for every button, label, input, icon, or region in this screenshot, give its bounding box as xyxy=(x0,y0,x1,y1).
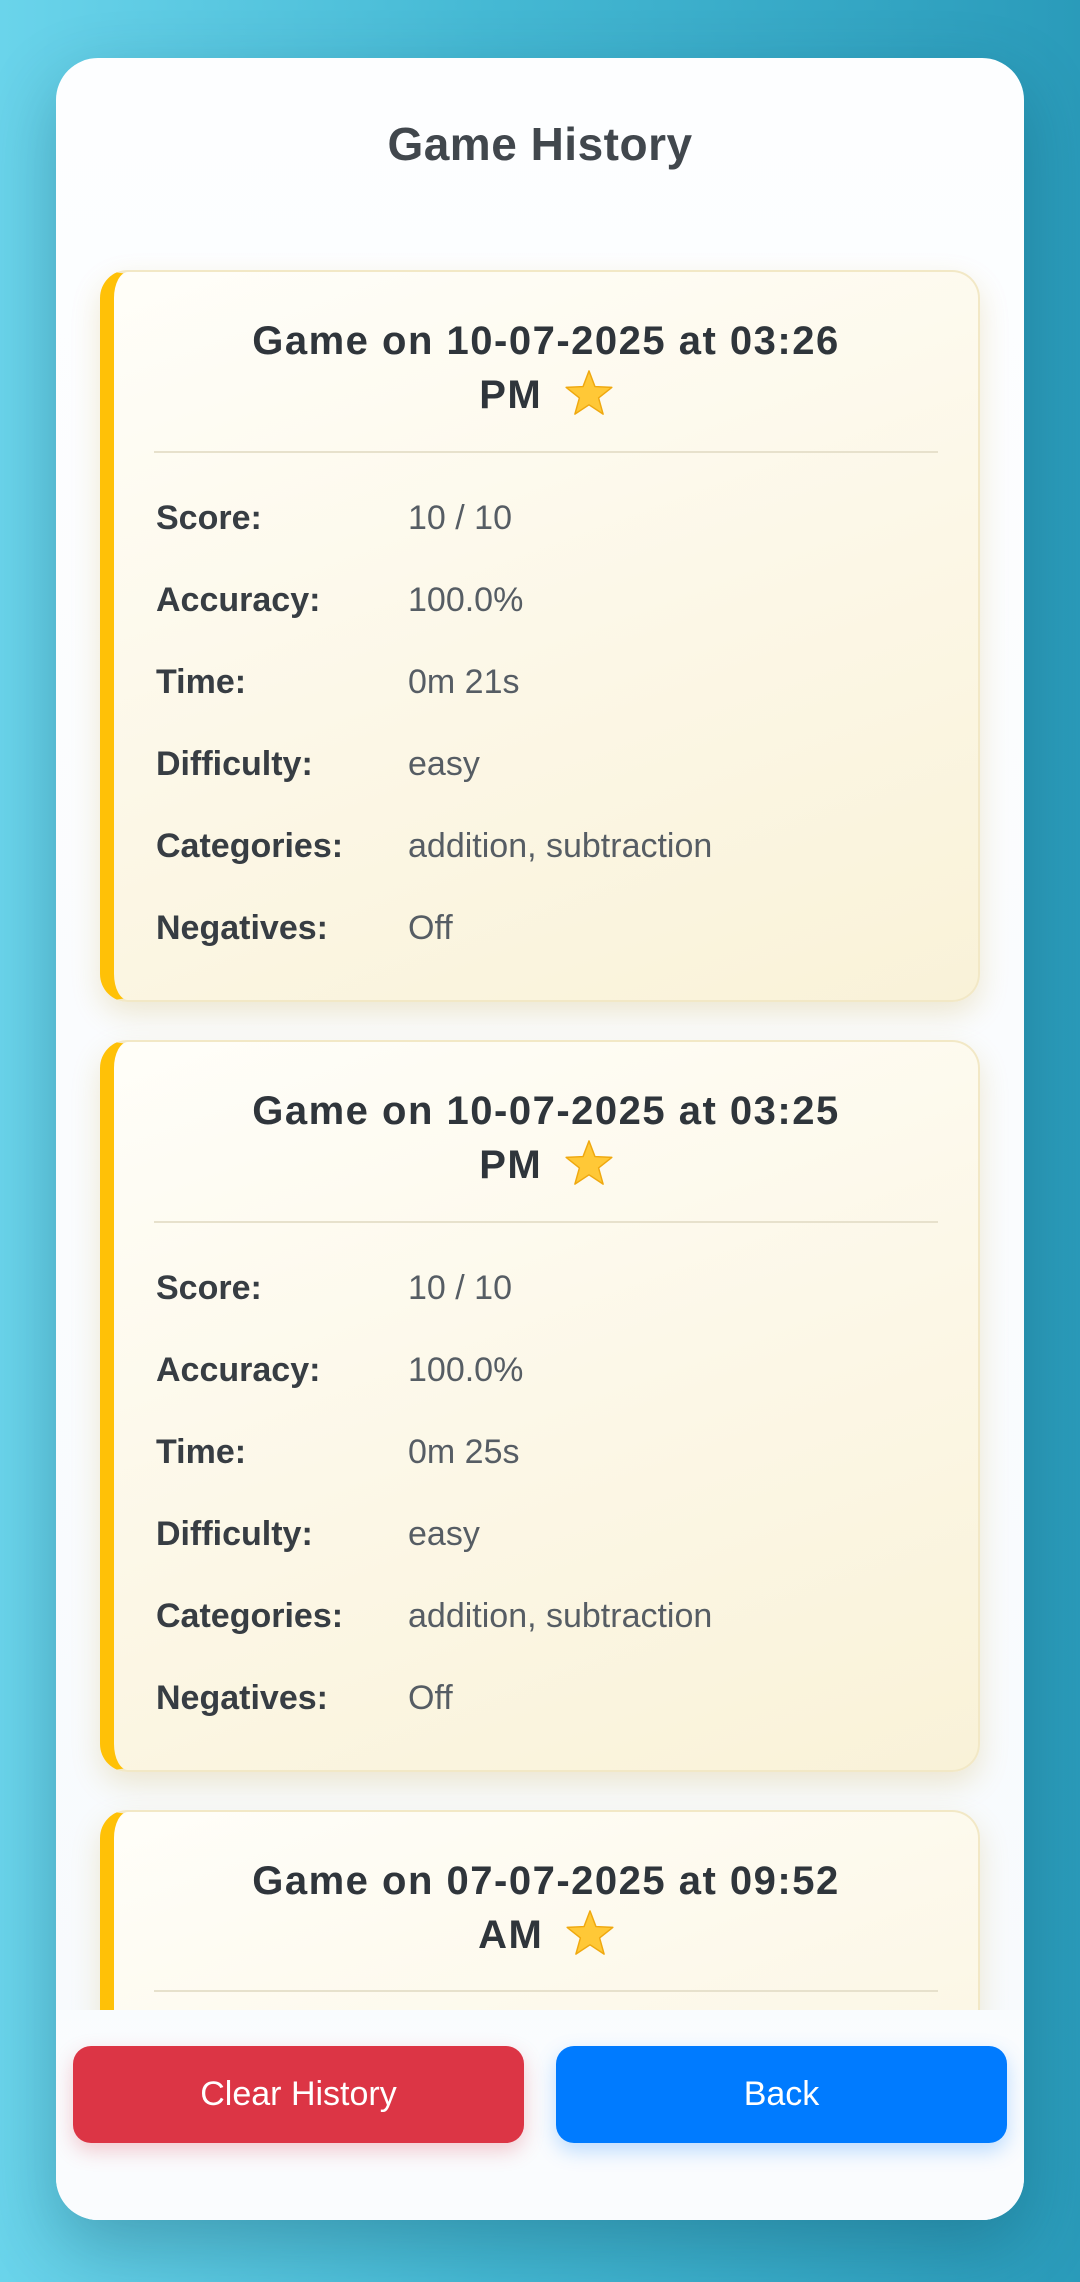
field-label: Categories: xyxy=(156,1596,344,1635)
game-card: Game on 10-07-2025 at 03:26 PM Score: 10 … xyxy=(100,270,980,1002)
back-button[interactable]: Back xyxy=(556,2046,1007,2143)
game-card-title: Game on 10-07-2025 at 03:25 PM xyxy=(216,1042,876,1193)
field-row: Score: 10 / 10 xyxy=(156,1269,938,1308)
game-card-fields: Score: 10 / 10 Accuracy: 100.0% Time: 0m 21s D… xyxy=(114,453,978,1000)
star-icon xyxy=(565,1138,613,1192)
panel-footer: Clear History Back xyxy=(56,2010,1024,2220)
game-history-panel: Game History Game on 10-07-2025 at 03:26… xyxy=(56,58,1024,2220)
star-icon xyxy=(565,368,613,422)
panel-header: Game History xyxy=(56,58,1024,218)
field-row: Difficulty: easy xyxy=(156,745,938,784)
field-row: Time: 0m 25s xyxy=(156,1433,938,1472)
page-title: Game History xyxy=(387,118,693,170)
field-value: 0m 25s xyxy=(408,1432,520,1471)
game-card-fields: Score: 10 / 10 Accuracy: 100.0% Time: 0m 25s D… xyxy=(114,1223,978,1770)
field-row: Categories: addition, subtraction xyxy=(156,827,938,866)
game-card-title: Game on 10-07-2025 at 03:26 PM xyxy=(216,272,876,423)
game-list[interactable]: Game on 10-07-2025 at 03:26 PM Score: 10 … xyxy=(56,218,1024,2010)
field-label: Difficulty: xyxy=(156,1514,313,1553)
field-label: Accuracy: xyxy=(156,580,321,619)
game-card: Game on 07-07-2025 at 09:52 AM xyxy=(100,1809,980,2010)
game-card-title: Game on 07-07-2025 at 09:52 AM xyxy=(216,1812,876,1963)
game-card-title-text: Game on 10-07-2025 at 03:26 PM xyxy=(252,319,840,418)
field-label: Time: xyxy=(156,1432,247,1471)
field-value: addition, subtraction xyxy=(408,1596,713,1635)
field-value: Off xyxy=(408,1678,453,1717)
field-value: 100.0% xyxy=(408,580,524,619)
field-label: Time: xyxy=(156,662,247,701)
game-card-title-text: Game on 10-07-2025 at 03:25 PM xyxy=(252,1088,840,1188)
field-value: easy xyxy=(408,744,480,783)
field-row: Negatives: Off xyxy=(156,1679,938,1718)
field-value: addition, subtraction xyxy=(408,826,713,865)
field-label: Difficulty: xyxy=(156,744,313,783)
card-divider xyxy=(154,1220,938,1223)
game-card-title-text: Game on 07-07-2025 at 09:52 AM xyxy=(252,1858,840,1957)
field-label: Score: xyxy=(156,1268,262,1307)
field-label: Negatives: xyxy=(156,1678,328,1717)
clear-history-button[interactable]: Clear History xyxy=(73,2046,524,2143)
star-icon xyxy=(566,1908,614,1962)
field-row: Score: 10 / 10 xyxy=(156,499,938,538)
field-row: Negatives: Off xyxy=(156,909,938,948)
field-row: Accuracy: 100.0% xyxy=(156,1351,938,1390)
card-divider xyxy=(154,1990,938,1993)
field-row: Difficulty: easy xyxy=(156,1515,938,1554)
game-card: Game on 10-07-2025 at 03:25 PM Score: 10 … xyxy=(100,1039,980,1772)
field-value: 10 / 10 xyxy=(408,498,512,537)
field-row: Time: 0m 21s xyxy=(156,663,938,702)
field-label: Negatives: xyxy=(156,908,328,947)
field-label: Categories: xyxy=(156,826,344,865)
field-value: easy xyxy=(408,1514,480,1553)
card-divider xyxy=(154,450,938,453)
game-card-fields xyxy=(114,1992,978,2010)
field-row: Accuracy: 100.0% xyxy=(156,581,938,620)
field-label: Score: xyxy=(156,498,262,537)
field-label: Accuracy: xyxy=(156,1350,321,1389)
field-value: Off xyxy=(408,908,453,947)
field-value: 100.0% xyxy=(408,1350,524,1389)
field-value: 0m 21s xyxy=(408,662,520,701)
field-row: Categories: addition, subtraction xyxy=(156,1597,938,1636)
field-value: 10 / 10 xyxy=(408,1268,512,1307)
